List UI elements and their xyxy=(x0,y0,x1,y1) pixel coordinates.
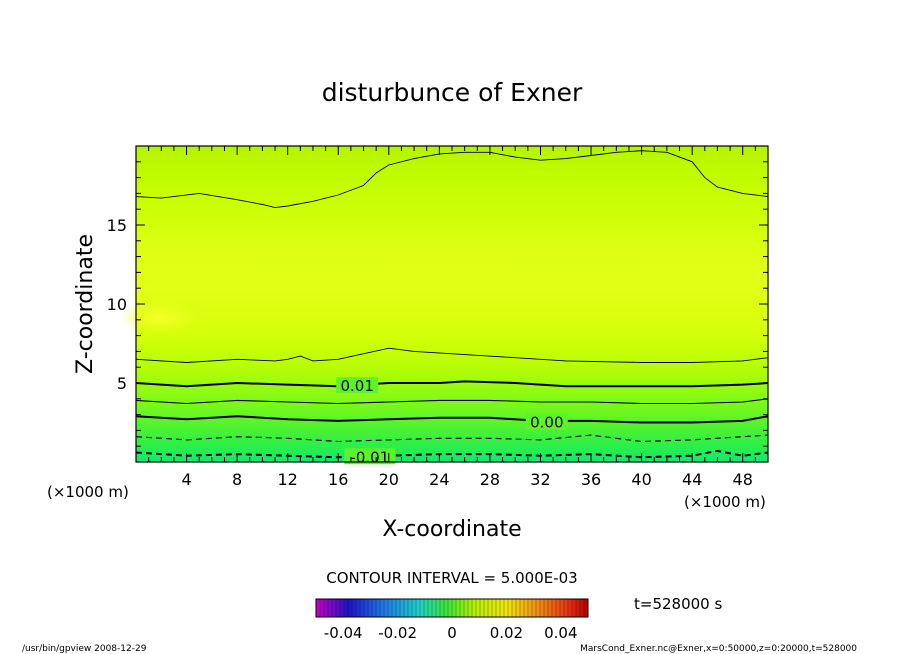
contour-line-6 xyxy=(136,150,768,209)
x-tick-labels: 4 8 12 16 20 24 28 32 36 40 44 48 xyxy=(181,470,752,489)
colorbar-stripes xyxy=(319,599,585,617)
plot-area: 0.01 0.00 -0.01 xyxy=(120,145,769,466)
footer-right: MarsCond_Exner.nc@Exner,x=0:50000,z=0:20… xyxy=(580,644,857,654)
colorbar-tick-label-1: -0.02 xyxy=(378,624,417,642)
x-tick-label-10: 44 xyxy=(682,470,702,489)
contour-interval-text: CONTOUR INTERVAL = 5.000E-03 xyxy=(326,569,577,587)
contour-label-2: -0.01 xyxy=(350,448,389,466)
colorbar-tick-labels: -0.04 -0.02 0 0.02 0.04 xyxy=(324,624,578,642)
x-tick-label-5: 24 xyxy=(429,470,449,489)
colorbar-tick-label-0: -0.04 xyxy=(324,624,363,642)
axis-ticks xyxy=(136,146,768,462)
chart-title: disturbunce of Exner xyxy=(322,78,583,107)
colorbar-tick-label-4: 0.04 xyxy=(544,624,577,642)
y-tick-label-2: 15 xyxy=(107,216,127,235)
x-tick-label-1: 8 xyxy=(232,470,242,489)
contour-label-bg-0 xyxy=(336,377,379,394)
x-tick-label-7: 32 xyxy=(530,470,550,489)
x-tick-label-2: 12 xyxy=(278,470,298,489)
footer-left: /usr/bin/gpview 2008-12-29 xyxy=(22,644,147,654)
y-tick-label-0: 5 xyxy=(117,374,127,393)
x-tick-label-9: 40 xyxy=(631,470,651,489)
contour-label-bg-1 xyxy=(525,413,568,430)
x-tick-label-8: 36 xyxy=(581,470,601,489)
x-tick-label-6: 28 xyxy=(480,470,500,489)
contour-label-bg-2 xyxy=(344,448,396,465)
x-tick-label-3: 16 xyxy=(328,470,348,489)
contour-line-0 xyxy=(136,380,768,388)
time-label: t=528000 s xyxy=(634,595,722,613)
y-axis-title: Z-coordinate xyxy=(73,234,98,374)
y-tick-label-1: 10 xyxy=(107,295,127,314)
x-tick-label-0: 4 xyxy=(181,470,191,489)
colorbar-frame xyxy=(315,598,589,618)
colorbar: -0.04 -0.02 0 0.02 0.04 xyxy=(315,598,589,642)
contour-line-2 xyxy=(136,415,768,424)
contour-labels: 0.01 0.00 -0.01 xyxy=(336,377,568,466)
contour-line-1 xyxy=(136,398,768,405)
x-tick-label-11: 48 xyxy=(733,470,753,489)
colorbar-tick-label-2: 0 xyxy=(447,624,457,642)
contour-line-5 xyxy=(136,347,768,363)
contour-label-1: 0.00 xyxy=(530,414,563,432)
contour-label-0: 0.01 xyxy=(340,377,373,395)
y-tick-labels: 5 10 15 xyxy=(107,216,127,393)
x-tick-label-4: 20 xyxy=(379,470,399,489)
field-fill xyxy=(136,146,768,462)
x-unit-label: (×1000 m) xyxy=(684,493,766,511)
y-unit-label: (×1000 m) xyxy=(47,483,129,501)
field-peak xyxy=(120,301,200,333)
colorbar-tick-label-3: 0.02 xyxy=(490,624,523,642)
colorbar-fill xyxy=(316,599,588,617)
x-axis-title: X-coordinate xyxy=(382,517,521,542)
